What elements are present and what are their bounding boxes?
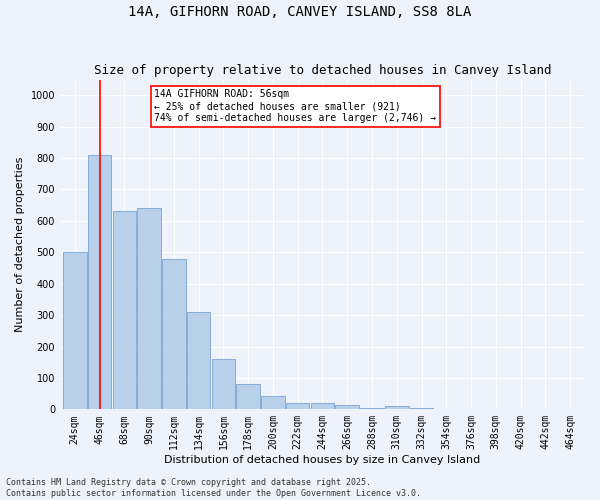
Text: 14A GIFHORN ROAD: 56sqm
← 25% of detached houses are smaller (921)
74% of semi-d: 14A GIFHORN ROAD: 56sqm ← 25% of detache… bbox=[154, 90, 436, 122]
Bar bbox=[88, 155, 112, 409]
X-axis label: Distribution of detached houses by size in Canvey Island: Distribution of detached houses by size … bbox=[164, 455, 481, 465]
Title: Size of property relative to detached houses in Canvey Island: Size of property relative to detached ho… bbox=[94, 64, 551, 77]
Bar bbox=[212, 359, 235, 410]
Bar bbox=[385, 406, 409, 409]
Bar bbox=[360, 408, 384, 410]
Bar bbox=[113, 212, 136, 410]
Y-axis label: Number of detached properties: Number of detached properties bbox=[15, 157, 25, 332]
Bar bbox=[286, 403, 310, 409]
Bar bbox=[410, 408, 433, 410]
Bar bbox=[162, 258, 185, 410]
Bar bbox=[187, 312, 211, 410]
Bar bbox=[63, 252, 86, 410]
Bar bbox=[236, 384, 260, 409]
Bar bbox=[434, 408, 458, 410]
Bar bbox=[335, 404, 359, 409]
Bar bbox=[137, 208, 161, 410]
Bar bbox=[311, 403, 334, 409]
Bar bbox=[261, 396, 284, 409]
Text: Contains HM Land Registry data © Crown copyright and database right 2025.
Contai: Contains HM Land Registry data © Crown c… bbox=[6, 478, 421, 498]
Text: 14A, GIFHORN ROAD, CANVEY ISLAND, SS8 8LA: 14A, GIFHORN ROAD, CANVEY ISLAND, SS8 8L… bbox=[128, 5, 472, 19]
